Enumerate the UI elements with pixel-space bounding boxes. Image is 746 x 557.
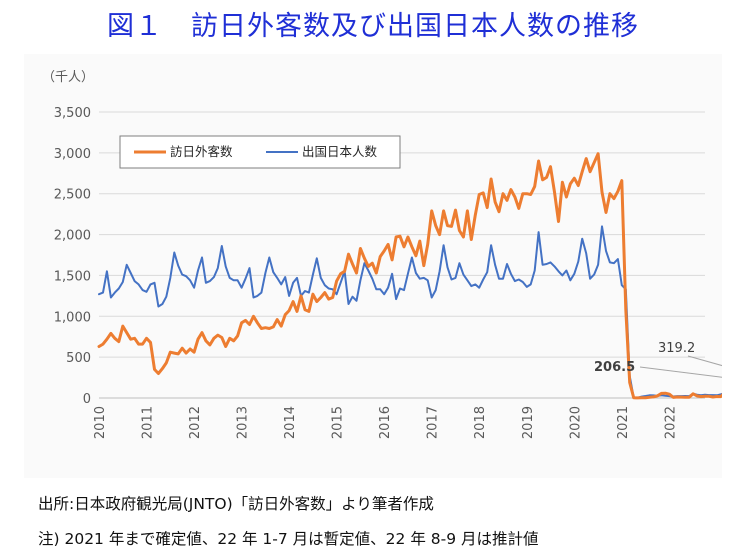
x-axis-ticks: 2010 2011 2012 2013 2014 2015 2016 2017 2018 2019… xyxy=(93,406,678,439)
x-tick-label: 2010 xyxy=(93,406,108,439)
y-axis-ticks: 0 500 1,000 1,500 2,000 2,500 3,000 3,500 xyxy=(54,106,91,407)
y-tick-label: 0 xyxy=(83,392,91,407)
y-unit-label: （千人） xyxy=(42,70,94,85)
x-tick-label: 2016 xyxy=(378,406,393,439)
annotation-leader-outbound xyxy=(687,355,722,367)
x-tick-label: 2012 xyxy=(188,406,203,439)
legend: 訪日外客数 出国日本人数 xyxy=(119,135,401,169)
x-tick-label: 2022 xyxy=(663,406,678,439)
chart-title: 図１ 訪日外客数及び出国日本人数の推移 xyxy=(107,11,639,42)
x-tick-label: 2011 xyxy=(141,406,156,439)
series-lines xyxy=(97,152,722,400)
chart-panel: （千人） 0 500 1,000 1,500 2,000 2,500 3,000 3,500 … xyxy=(24,54,722,478)
source-note: 出所:日本政府観光局(JNTO)「訪日外客数」より筆者作成 xyxy=(38,495,434,513)
footnote: 注) 2021 年まで確定値、22 年 1-7 月は暫定値、22 年 8-9 月… xyxy=(38,530,539,548)
x-tick-label: 2014 xyxy=(283,406,298,439)
x-tick-label: 2015 xyxy=(331,406,346,439)
x-tick-label: 2018 xyxy=(473,406,488,439)
legend-label-inbound: 訪日外客数 xyxy=(170,144,233,159)
legend-box xyxy=(119,135,401,169)
series-line-inbound xyxy=(97,152,722,400)
annotation-leader-inbound xyxy=(639,366,722,378)
legend-label-outbound: 出国日本人数 xyxy=(302,144,378,159)
y-tick-label: 2,000 xyxy=(54,229,91,244)
x-tick-label: 2017 xyxy=(426,406,441,439)
annotations: 206.5 319.2 xyxy=(594,341,722,378)
annotation-inbound-value: 206.5 xyxy=(594,360,635,375)
y-tick-label: 2,500 xyxy=(54,188,91,203)
line-chart: （千人） 05001,0001,5002,0002,5003,0003,500 … xyxy=(42,70,722,439)
x-tick-label: 2020 xyxy=(568,406,583,439)
y-tick-label: 1,000 xyxy=(54,310,91,325)
x-tick-label: 2019 xyxy=(521,406,536,439)
annotation-outbound-value: 319.2 xyxy=(658,341,695,356)
y-tick-label: 3,000 xyxy=(54,147,91,162)
y-tick-label: 500 xyxy=(66,351,91,366)
x-tick-label: 2013 xyxy=(236,406,251,439)
x-tick-label: 2021 xyxy=(616,406,631,439)
y-tick-label: 1,500 xyxy=(54,269,91,284)
y-tick-label: 3,500 xyxy=(54,106,91,121)
